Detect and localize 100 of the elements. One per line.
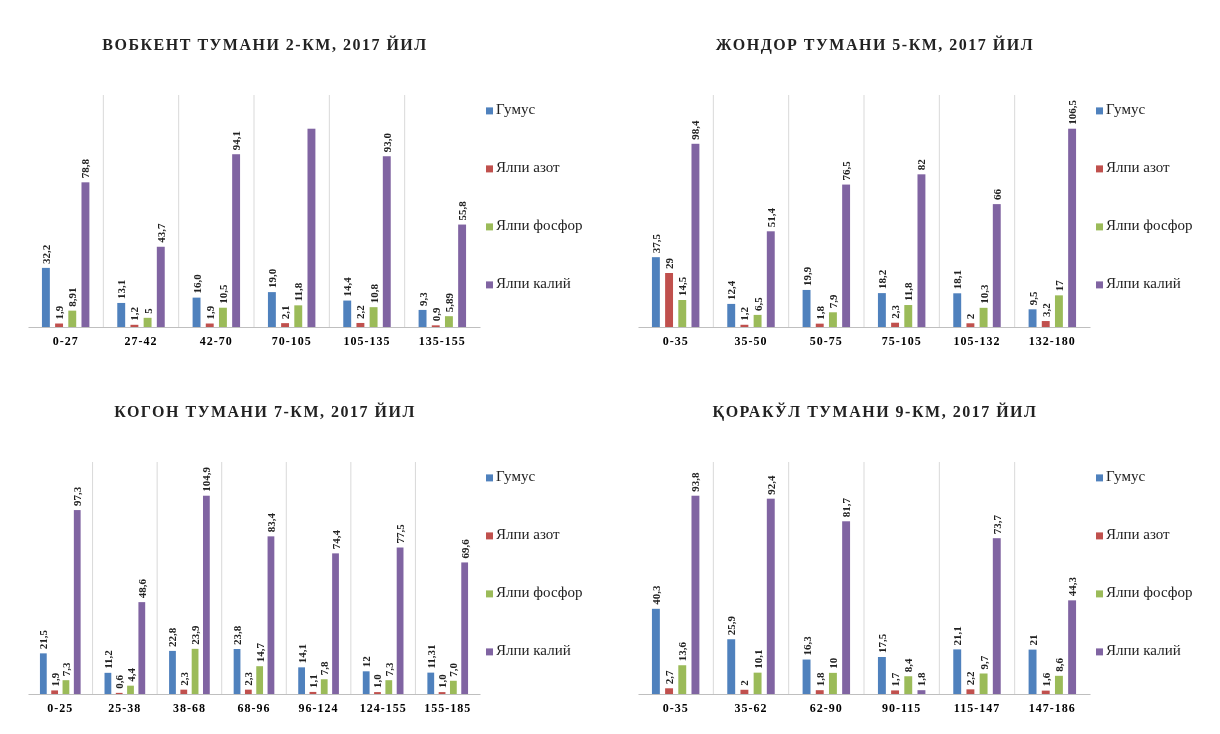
- bar: [665, 688, 674, 694]
- data-label: 83,4: [264, 512, 277, 533]
- data-label: 1,7: [889, 672, 902, 687]
- data-label: 2,2: [354, 304, 367, 319]
- data-label: 77,5: [394, 523, 407, 544]
- x-tick-label: 42-70: [199, 333, 233, 348]
- legend-label: Ялпи фосфор: [1106, 217, 1193, 234]
- data-label: 10: [826, 657, 839, 669]
- data-label: 21: [1026, 634, 1039, 646]
- bar: [156, 246, 165, 327]
- data-label: 13,6: [676, 641, 689, 662]
- data-label: 2,7: [663, 670, 676, 685]
- data-label: 1,9: [203, 305, 216, 320]
- data-label: 2,3: [889, 304, 902, 319]
- legend-label: Гумус: [496, 101, 536, 118]
- data-label: 2,3: [242, 671, 255, 686]
- x-tick-label: 27-42: [124, 333, 158, 348]
- data-label: 21,1: [951, 626, 964, 646]
- data-label: 0,9: [429, 307, 442, 322]
- bar: [1054, 295, 1063, 327]
- data-label: 78,8: [79, 158, 92, 179]
- data-label: 1,0: [371, 673, 384, 689]
- data-label: 1,8: [813, 305, 826, 320]
- bar: [766, 231, 775, 327]
- bar: [180, 689, 188, 694]
- data-label: 12: [360, 655, 373, 668]
- bar: [458, 224, 467, 327]
- bar: [992, 204, 1001, 327]
- x-tick-label: 0-25: [47, 700, 74, 715]
- x-tick-label: 70-105: [271, 333, 312, 348]
- data-label: 7,8: [318, 661, 331, 676]
- data-label: 98,4: [689, 120, 702, 140]
- data-label: 19,9: [800, 266, 813, 286]
- bar: [727, 303, 736, 327]
- bar: [444, 316, 453, 327]
- x-tick-label: 105-132: [953, 333, 1001, 348]
- bar: [766, 498, 775, 694]
- legend-label: Гумус: [1106, 468, 1146, 485]
- data-label: 1,1: [306, 674, 319, 688]
- x-tick-label: 35-50: [734, 333, 768, 348]
- data-label: 14,4: [341, 276, 354, 297]
- bar: [678, 300, 687, 327]
- bar: [427, 672, 435, 694]
- data-label: 9,7: [977, 655, 990, 670]
- data-label: 21,5: [37, 629, 50, 650]
- data-label: 9,3: [416, 291, 429, 306]
- x-tick-label: 147-186: [1028, 700, 1076, 715]
- x-tick-label: 105-135: [343, 333, 391, 348]
- bar: [917, 174, 926, 327]
- legend-label: Ялпи азот: [496, 526, 561, 543]
- data-label: 16,3: [800, 635, 813, 656]
- bar: [727, 639, 736, 694]
- bar: [332, 553, 339, 694]
- x-tick-label: 155-185: [424, 700, 472, 715]
- legend-label: Ялпи калий: [1106, 642, 1181, 659]
- bar: [651, 608, 660, 694]
- bar: [891, 322, 900, 327]
- bar: [1068, 128, 1077, 327]
- data-label: 11,2: [101, 649, 114, 669]
- bar: [802, 289, 811, 327]
- bar: [461, 562, 469, 694]
- legend-label: Ялпи фосфор: [1106, 584, 1193, 601]
- bar: [320, 679, 328, 694]
- data-label: 51,4: [764, 207, 777, 228]
- data-label: 13,1: [115, 279, 128, 299]
- data-label: 81,7: [840, 497, 853, 518]
- data-label: 1,6: [1039, 672, 1052, 687]
- bar: [218, 307, 227, 327]
- x-tick-label: 68-96: [237, 700, 271, 715]
- bar: [979, 307, 988, 327]
- data-label: 1,0: [436, 673, 449, 689]
- chart-title: ҚОРАКЎЛ ТУМАНИ 9-КМ, 2017 ЙИЛ: [712, 402, 1038, 421]
- bar: [740, 689, 749, 694]
- bar: [1028, 649, 1037, 694]
- bar: [385, 680, 393, 694]
- legend-label: Ялпи фосфор: [496, 584, 583, 601]
- data-label: 106,5: [1066, 99, 1079, 125]
- data-label: 8,4: [902, 657, 915, 673]
- data-label: 3,2: [1039, 302, 1052, 318]
- data-label: 32,2: [39, 244, 52, 264]
- data-label: 12,4: [725, 280, 738, 300]
- bar: [298, 667, 306, 694]
- bar: [267, 292, 276, 327]
- data-label: 104,9: [200, 466, 213, 492]
- data-label: 7,9: [826, 294, 839, 309]
- data-label: 1,2: [128, 306, 141, 321]
- x-tick-label: 135-155: [418, 333, 466, 348]
- bar: [877, 293, 886, 327]
- data-label: 7,3: [382, 661, 395, 677]
- data-label: 40,3: [649, 585, 662, 605]
- bar: [143, 317, 152, 327]
- chart-title: ВОБКЕНТ ТУМАНИ 2-КМ, 2017 ЙИЛ: [102, 35, 428, 53]
- bar: [904, 676, 913, 694]
- legend-label: Ялпи калий: [496, 275, 571, 292]
- bar: [192, 297, 201, 327]
- bar: [449, 680, 457, 694]
- data-label: 97,3: [71, 486, 84, 507]
- data-label: 5: [141, 307, 154, 314]
- x-tick-label: 38-68: [172, 700, 206, 715]
- x-tick-label: 62-90: [809, 700, 843, 715]
